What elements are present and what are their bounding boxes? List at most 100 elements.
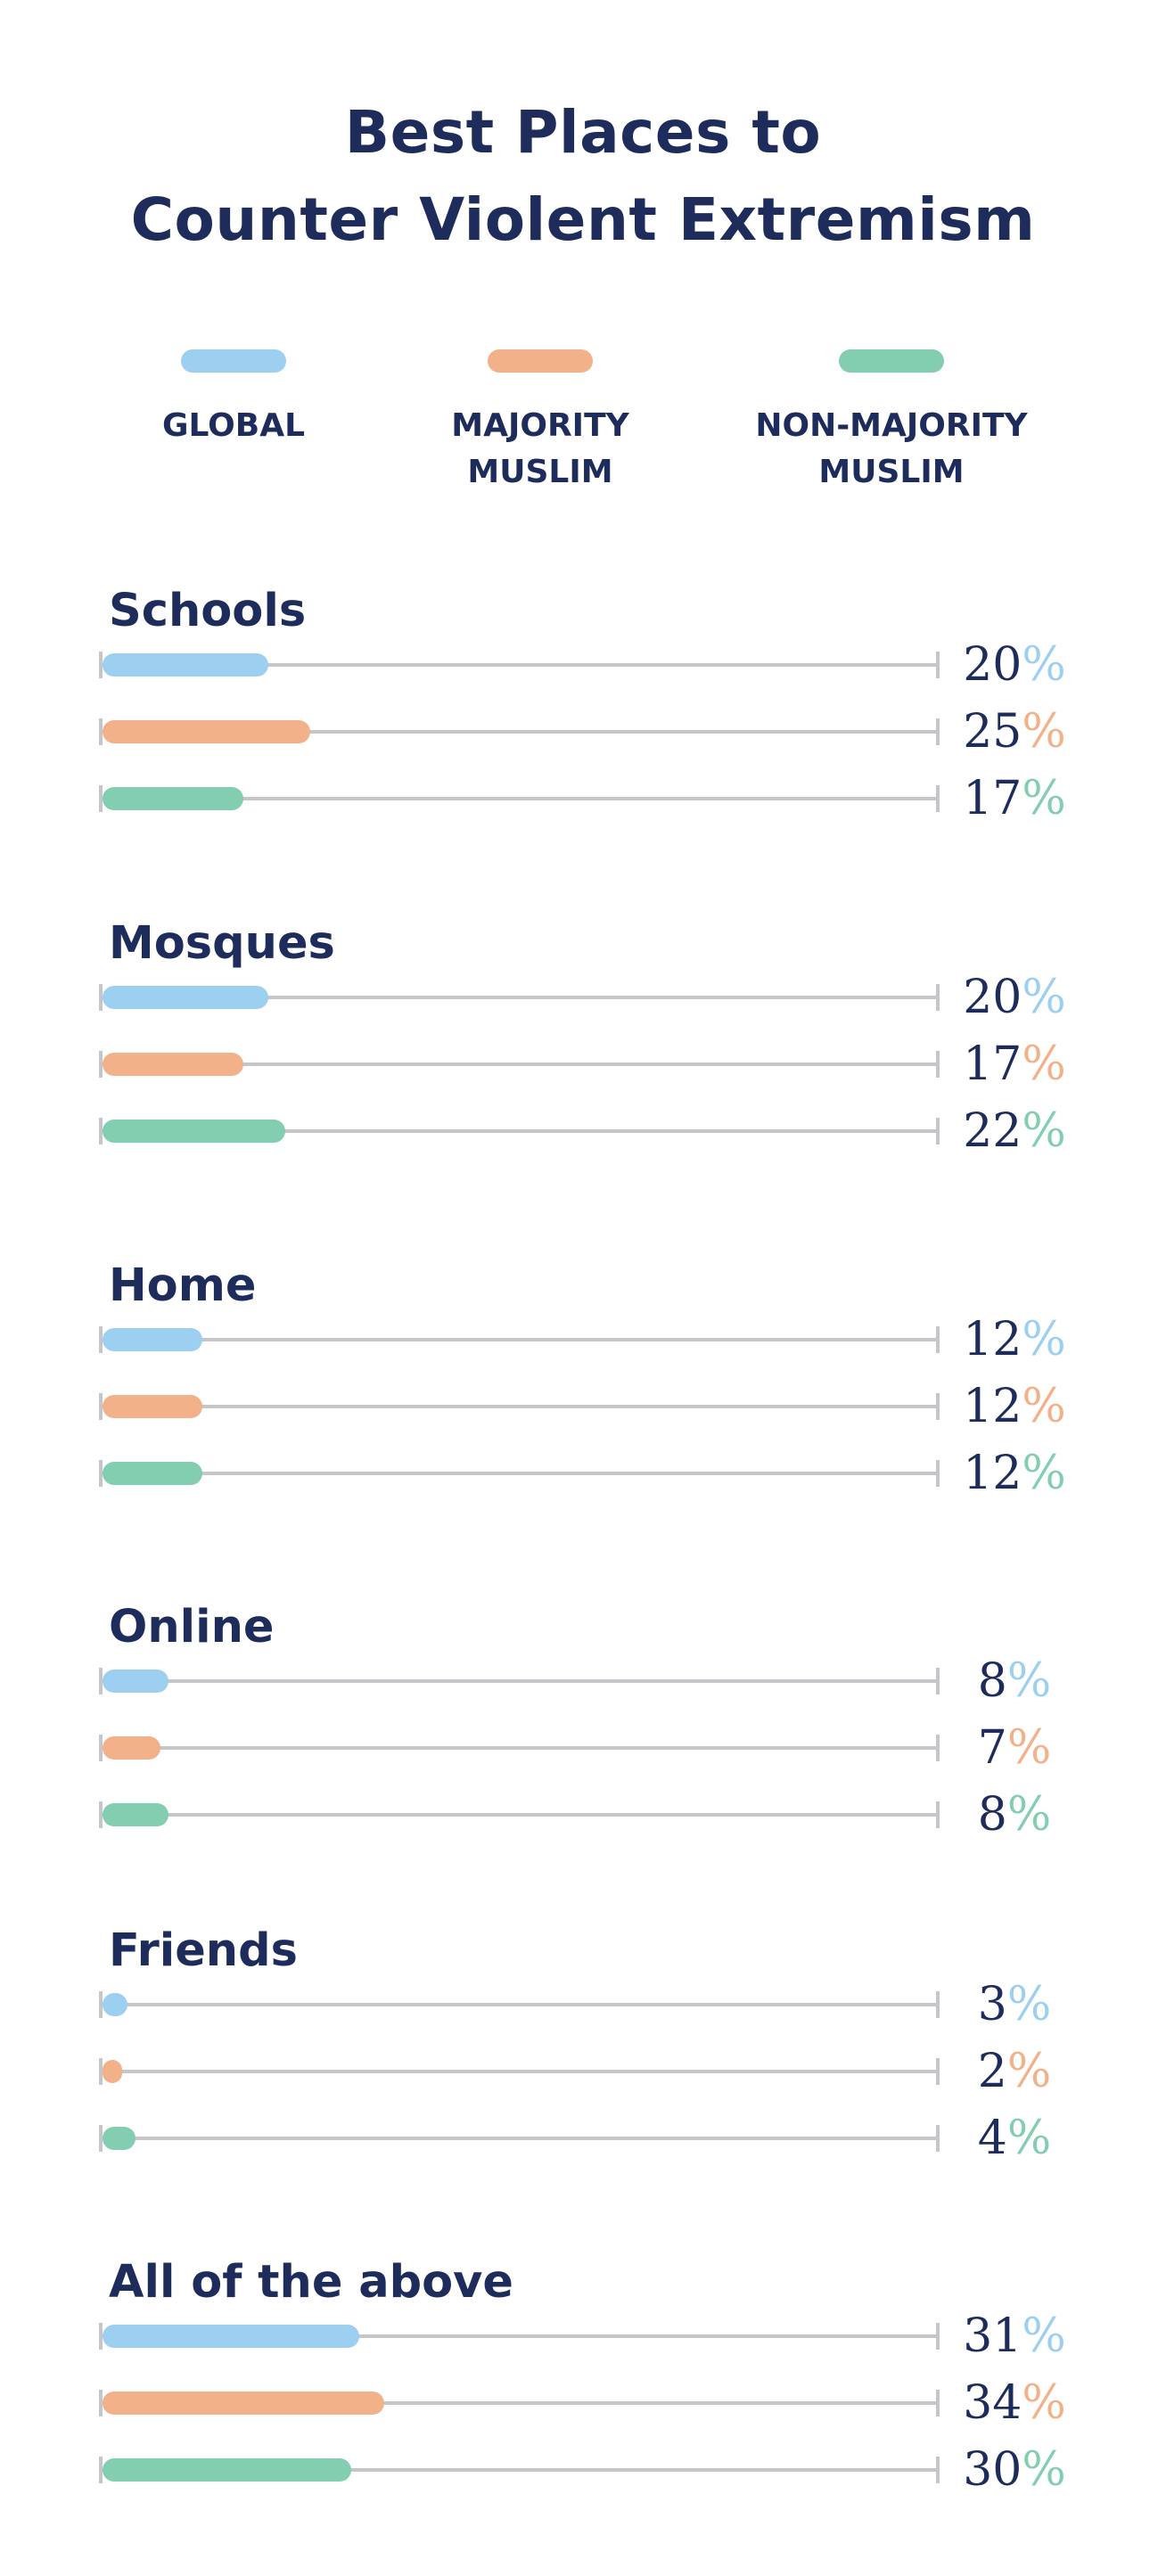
- bar-row-mosques-global: 20%: [96, 970, 1077, 1024]
- value-label-schools-non-majority: 17%: [963, 772, 1066, 825]
- track-end-tick: [936, 785, 940, 812]
- bar-friends-majority: [103, 2060, 122, 2083]
- bar-track: [100, 2137, 938, 2140]
- bar-track: [100, 2401, 938, 2405]
- value-label-online-global: 8%: [977, 1654, 1052, 1708]
- track-end-tick: [936, 1393, 940, 1420]
- category-label-home: Home: [109, 1259, 257, 1312]
- bar-row-all-of-the-above-majority: 34%: [96, 2375, 1077, 2430]
- bar-all-of-the-above-majority: [103, 2391, 385, 2415]
- track-end-tick: [936, 1801, 940, 1828]
- legend-item-non-majority: NON-MAJORITY MUSLIM: [740, 349, 1043, 496]
- track-start-tick: [99, 2058, 103, 2085]
- chart-title-line-2: Counter Violent Extremism: [130, 185, 1036, 254]
- bar-track: [100, 1472, 938, 1475]
- bar-home-global: [103, 1328, 202, 1351]
- track-start-tick: [99, 1326, 103, 1353]
- bar-row-online-global: 8%: [96, 1653, 1077, 1708]
- track-start-tick: [99, 984, 103, 1011]
- track-start-tick: [99, 1991, 103, 2018]
- track-start-tick: [99, 1460, 103, 1487]
- value-label-all-of-the-above-non-majority: 30%: [963, 2443, 1066, 2497]
- bar-mosques-non-majority: [103, 1120, 285, 1143]
- bar-row-friends-global: 3%: [96, 1977, 1077, 2031]
- bar-home-non-majority: [103, 1462, 202, 1485]
- track-start-tick: [99, 1668, 103, 1694]
- bar-track: [100, 2003, 938, 2006]
- bar-row-schools-majority: 25%: [96, 704, 1077, 759]
- bar-track: [100, 1129, 938, 1133]
- bar-online-non-majority: [103, 1803, 169, 1826]
- value-label-friends-non-majority: 4%: [977, 2112, 1052, 2165]
- bar-track: [100, 663, 938, 667]
- track-start-tick: [99, 1393, 103, 1420]
- value-label-friends-global: 3%: [977, 1978, 1052, 2031]
- track-start-tick: [99, 1118, 103, 1144]
- track-end-tick: [936, 2390, 940, 2416]
- track-end-tick: [936, 1668, 940, 1694]
- bar-track: [100, 996, 938, 999]
- value-label-schools-majority: 25%: [963, 705, 1066, 759]
- bar-track: [100, 1405, 938, 1408]
- bar-all-of-the-above-non-majority: [103, 2458, 351, 2482]
- bar-row-schools-global: 20%: [96, 637, 1077, 692]
- category-label-all-of-the-above: All of the above: [109, 2256, 513, 2309]
- chart-title-line-1: Best Places to: [344, 98, 822, 167]
- bar-row-all-of-the-above-non-majority: 30%: [96, 2442, 1077, 2497]
- track-start-tick: [99, 2323, 103, 2350]
- track-end-tick: [936, 2323, 940, 2350]
- track-end-tick: [936, 1735, 940, 1761]
- bar-track: [100, 730, 938, 734]
- bar-row-all-of-the-above-global: 31%: [96, 2309, 1077, 2363]
- bar-row-home-global: 12%: [96, 1312, 1077, 1366]
- bar-row-online-majority: 7%: [96, 1720, 1077, 1775]
- track-end-tick: [936, 1991, 940, 2018]
- bar-mosques-majority: [103, 1053, 244, 1076]
- track-end-tick: [936, 2125, 940, 2152]
- track-start-tick: [99, 652, 103, 678]
- bar-friends-non-majority: [103, 2127, 136, 2150]
- bar-track: [100, 1746, 938, 1750]
- value-label-home-majority: 12%: [963, 1380, 1066, 1433]
- track-end-tick: [936, 652, 940, 678]
- bar-track: [100, 1062, 938, 1066]
- bar-schools-global: [103, 653, 268, 677]
- value-label-mosques-non-majority: 22%: [963, 1104, 1066, 1158]
- track-end-tick: [936, 1460, 940, 1487]
- category-label-schools: Schools: [109, 585, 307, 637]
- bar-online-global: [103, 1669, 169, 1693]
- track-end-tick: [936, 2058, 940, 2085]
- value-label-home-global: 12%: [963, 1313, 1066, 1366]
- track-start-tick: [99, 1735, 103, 1761]
- track-start-tick: [99, 2390, 103, 2416]
- legend-label-non-majority: NON-MAJORITY MUSLIM: [755, 407, 1028, 490]
- bar-track: [100, 2334, 938, 2338]
- bar-row-home-majority: 12%: [96, 1379, 1077, 1433]
- bar-schools-non-majority: [103, 787, 244, 810]
- value-label-mosques-majority: 17%: [963, 1038, 1066, 1091]
- track-end-tick: [936, 984, 940, 1011]
- bar-row-mosques-majority: 17%: [96, 1037, 1077, 1091]
- track-start-tick: [99, 1051, 103, 1078]
- track-start-tick: [99, 718, 103, 745]
- bar-row-mosques-non-majority: 22%: [96, 1103, 1077, 1158]
- value-label-all-of-the-above-global: 31%: [963, 2309, 1066, 2363]
- track-end-tick: [936, 1326, 940, 1353]
- track-end-tick: [936, 1051, 940, 1078]
- value-label-online-non-majority: 8%: [977, 1788, 1052, 1842]
- bar-home-majority: [103, 1395, 202, 1418]
- bar-row-friends-majority: 2%: [96, 2044, 1077, 2098]
- value-label-mosques-global: 20%: [963, 971, 1066, 1024]
- track-end-tick: [936, 718, 940, 745]
- bar-track: [100, 1813, 938, 1817]
- bar-track: [100, 1679, 938, 1683]
- bar-friends-global: [103, 1993, 127, 2016]
- value-label-home-non-majority: 12%: [963, 1447, 1066, 1500]
- bar-track: [100, 797, 938, 800]
- legend-swatch-non-majority: [839, 349, 944, 373]
- value-label-friends-majority: 2%: [977, 2045, 1052, 2098]
- bar-row-schools-non-majority: 17%: [96, 771, 1077, 825]
- track-start-tick: [99, 2457, 103, 2483]
- legend-swatch-majority: [488, 349, 593, 373]
- bar-row-online-non-majority: 8%: [96, 1787, 1077, 1842]
